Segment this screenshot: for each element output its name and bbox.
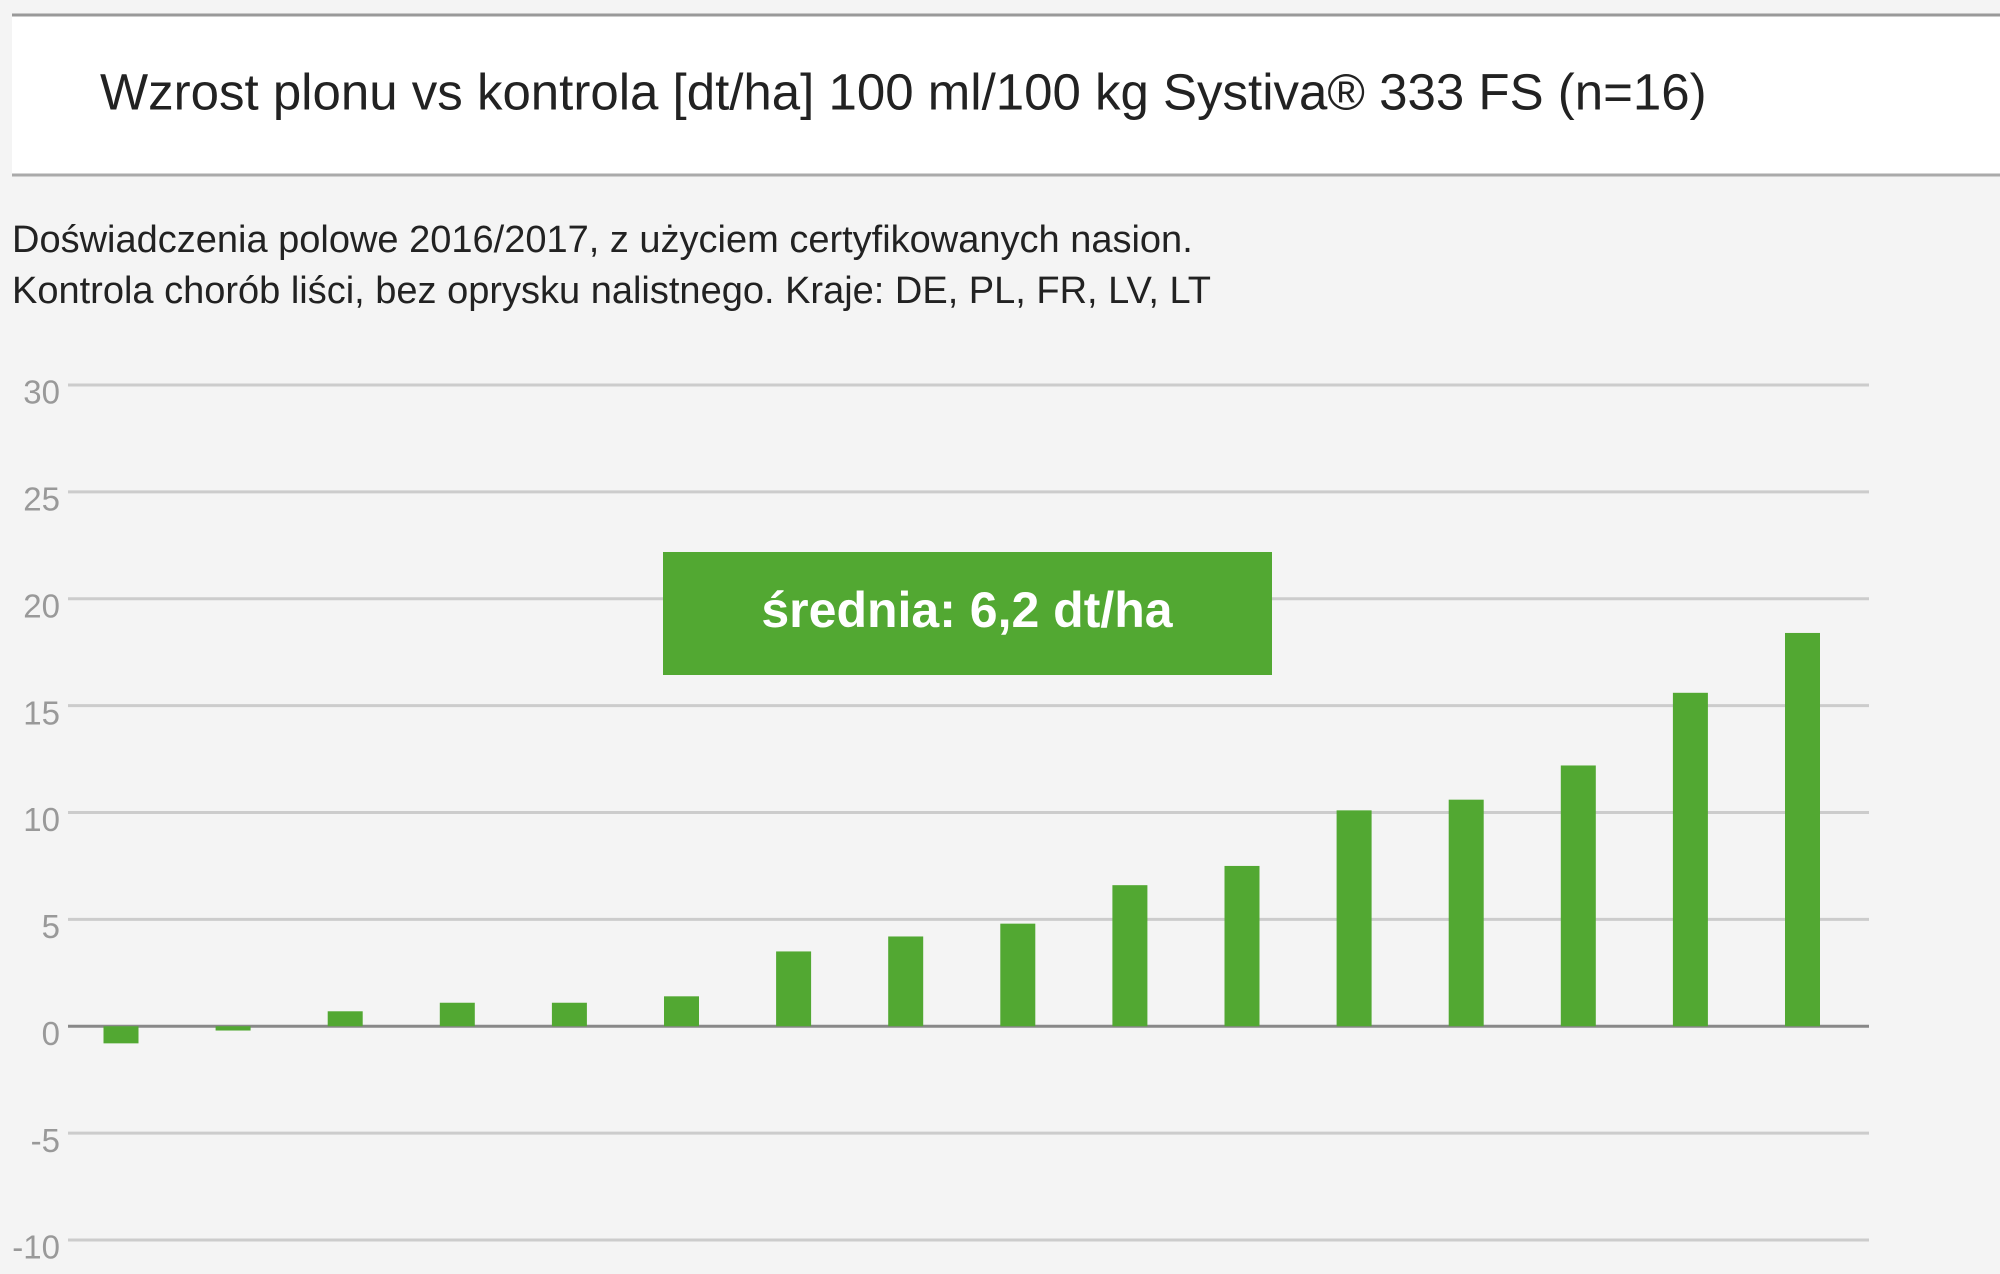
bar — [551, 1002, 587, 1027]
y-tick-label: 20 — [23, 587, 60, 624]
bar — [1448, 799, 1484, 1027]
bar — [1785, 632, 1820, 1027]
bar — [776, 951, 812, 1027]
subtitle: Doświadczenia polowe 2016/2017, z użycie… — [12, 219, 1193, 261]
y-tick-label: 10 — [23, 801, 60, 838]
y-tick-label: -10 — [12, 1229, 60, 1266]
bar — [1224, 865, 1260, 1027]
y-tick-label: 30 — [23, 374, 60, 411]
annotation: średnia: 6,2 dt/ha — [761, 582, 1173, 638]
y-tick-label: -5 — [31, 1122, 60, 1159]
bar — [664, 996, 699, 1027]
title-band — [12, 15, 2000, 175]
chart-title: Wzrost plonu vs kontrola [dt/ha] 100 ml/… — [100, 63, 1707, 120]
annotation-box — [663, 552, 1272, 675]
bar — [888, 936, 924, 1027]
bar — [1336, 810, 1372, 1027]
y-tick-label: 5 — [42, 908, 60, 945]
y-tick-label: 0 — [42, 1015, 60, 1052]
bar — [327, 1011, 363, 1027]
bar — [439, 1002, 475, 1027]
y-tick-label: 25 — [23, 481, 60, 518]
subtitle: Kontrola chorób liści, bez oprysku nalis… — [12, 270, 1211, 312]
bar — [1560, 765, 1596, 1027]
bar — [215, 1026, 251, 1031]
bar — [103, 1026, 139, 1044]
bar — [1112, 885, 1148, 1027]
bar — [1672, 692, 1708, 1027]
bar — [1000, 923, 1036, 1027]
y-tick-label: 15 — [23, 694, 60, 731]
